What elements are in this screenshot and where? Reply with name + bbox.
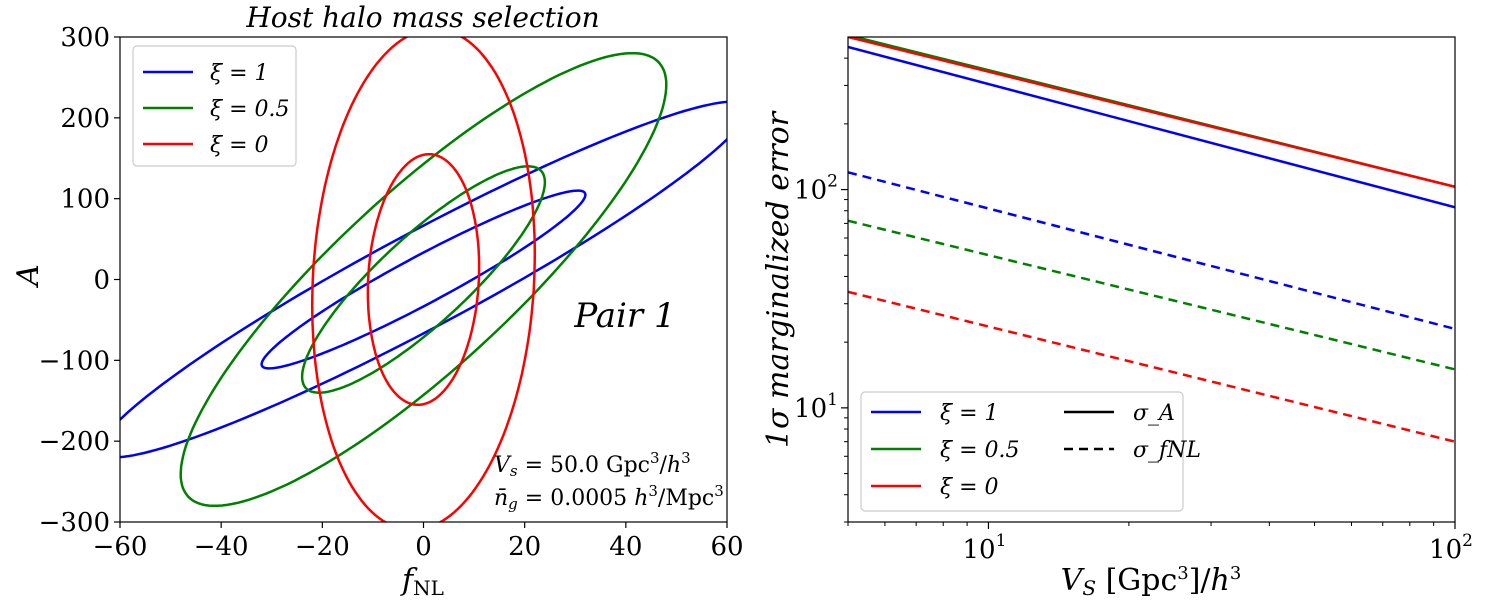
contour-xi-0-level-1: [366, 152, 481, 407]
error-lines-group: [848, 37, 1455, 443]
left-x-tick-label: −40: [194, 532, 249, 562]
left-y-tick-label: −200: [39, 427, 110, 457]
left-x-tick-label: −20: [295, 532, 350, 562]
left-y-tick-label: 100: [60, 185, 110, 215]
right-legend-style-label: σ_fNL: [1133, 438, 1201, 463]
left-x-ticks: −60 −40 −20 0 20 40 60: [93, 522, 744, 562]
right-y-axis-label: 1σ marginalized error: [761, 110, 796, 448]
right-legend: ξ = 1 ξ = 0.5 ξ = 0 σ_A σ_fNL: [860, 391, 1201, 512]
contour-group: [120, 37, 727, 522]
left-y-tick-label: −100: [39, 346, 110, 376]
right-x-axis-label: VS [Gpc3]/h3: [1061, 563, 1242, 600]
left-y-tick-label: 200: [60, 104, 110, 134]
right-x-tick-label: 102: [1429, 531, 1473, 565]
contour-xi-1-level-1: [260, 189, 587, 370]
left-contour-panel: Host halo mass selection −60 −40 −20 0 20 40 6…: [11, 1, 744, 600]
right-minor-ticks: [844, 57, 1435, 526]
left-legend-label: ξ = 1: [210, 61, 269, 86]
left-x-tick-label: 20: [508, 532, 541, 562]
contour-xi-0.5-level-2: [179, 51, 668, 508]
right-x-ticks: 101 102: [962, 522, 1473, 565]
series-line: [848, 219, 1455, 371]
volume-note: Vs = 50.0 Gpc3/h3: [494, 449, 691, 480]
series-line: [848, 45, 1455, 209]
left-y-tick-label: 300: [60, 23, 110, 53]
series-line: [848, 171, 1455, 331]
right-axes-frame: [847, 36, 1456, 523]
left-x-tick-label: 40: [609, 532, 642, 562]
left-y-axis-label: A: [11, 264, 46, 289]
right-legend-frame: [860, 391, 1184, 512]
contour-xi-0-level-2: [310, 37, 537, 522]
right-y-tick-label: 102: [794, 172, 838, 206]
left-legend-label: ξ = 0: [210, 133, 269, 158]
pair-annotation: Pair 1: [573, 296, 675, 336]
right-line-panel: 101 102 101 102 VS [Gpc3]/h3 1σ marginaliz…: [761, 36, 1473, 600]
left-x-axis-label: fNL: [400, 563, 444, 600]
left-y-tick-label: −300: [39, 508, 110, 538]
right-legend-label: ξ = 1: [940, 401, 999, 426]
left-x-tick-label: 0: [415, 532, 432, 562]
left-y-ticks: 300 200 100 0 −100 −200 −300: [39, 23, 120, 538]
series-line: [848, 37, 1455, 188]
left-legend-label: ξ = 0.5: [210, 97, 290, 122]
density-note: n̄g = 0.0005 h3/Mpc3: [494, 482, 724, 513]
left-legend-frame: [132, 45, 297, 167]
right-legend-style-label: σ_A: [1133, 401, 1175, 426]
right-legend-label: ξ = 0.5: [940, 438, 1020, 463]
right-legend-label: ξ = 0: [940, 475, 999, 500]
left-legend: ξ = 1 ξ = 0.5 ξ = 0: [132, 45, 297, 167]
right-y-ticks: 101 102: [794, 172, 848, 424]
right-x-tick-label: 101: [962, 531, 1006, 565]
left-x-tick-label: 60: [710, 532, 743, 562]
right-y-tick-label: 101: [794, 390, 838, 424]
contour-xi-1-level-2: [120, 100, 727, 459]
left-x-tick-label: −60: [93, 532, 148, 562]
contour-xi-0.5-level-1: [300, 165, 547, 394]
left-chart-title: Host halo mass selection: [245, 1, 599, 34]
left-y-tick-label: 0: [93, 266, 110, 296]
